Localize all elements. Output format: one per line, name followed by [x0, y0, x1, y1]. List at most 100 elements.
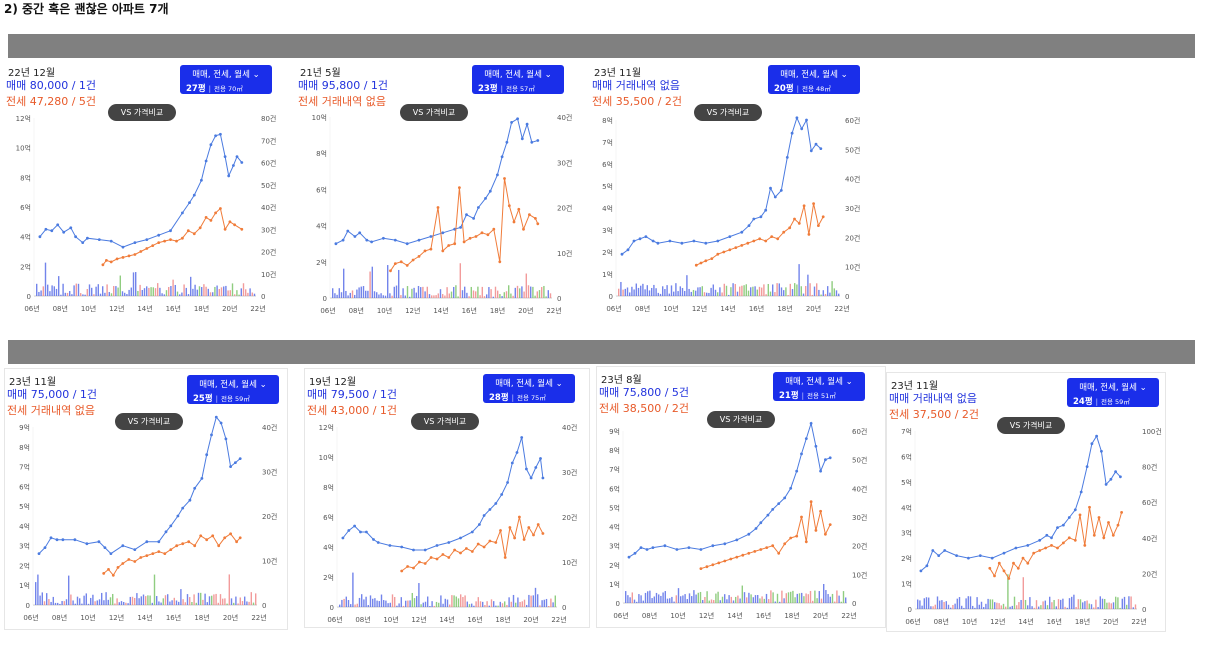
vs-price-compare-button[interactable]: VS 가격비교	[694, 104, 762, 121]
volume-bar	[1022, 577, 1024, 609]
data-point	[229, 465, 233, 468]
data-point	[536, 523, 540, 526]
volume-bar	[371, 266, 373, 298]
x-tick-label: 22년	[1131, 617, 1146, 626]
volume-bar	[185, 287, 187, 296]
volume-bar	[629, 292, 631, 296]
volume-bar	[94, 601, 96, 605]
data-point	[795, 534, 799, 538]
data-point	[151, 552, 155, 555]
volume-bar	[769, 291, 772, 296]
trade-type-size-selector[interactable]: 매매, 전세, 월세 ⌄ 24평 | 전용 59㎡	[1067, 378, 1159, 407]
volume-bar	[827, 286, 829, 296]
volume-bar	[787, 592, 790, 603]
volume-bar	[396, 605, 398, 607]
volume-bar	[642, 283, 644, 296]
volume-bar	[930, 606, 932, 609]
vs-price-compare-button[interactable]: VS 가격비교	[115, 413, 183, 430]
data-point	[97, 238, 101, 242]
data-point	[441, 553, 445, 556]
volume-bar	[644, 289, 646, 296]
y-left-tick-label: 6억	[323, 514, 334, 522]
volume-bar	[499, 601, 501, 607]
volume-bar	[252, 602, 255, 605]
volume-bar	[505, 291, 508, 298]
volume-bar	[767, 283, 769, 296]
data-point	[819, 147, 823, 150]
y-right-tick-label: 10건	[562, 558, 577, 567]
volume-bar	[132, 272, 135, 296]
volume-bar	[115, 286, 117, 296]
x-tick-label: 14년	[433, 306, 448, 315]
x-tick-label: 06년	[613, 611, 628, 620]
data-point	[759, 548, 763, 551]
data-point	[192, 232, 196, 236]
volume-bar	[250, 592, 252, 605]
trade-type-label: 매매, 전세, 월세 ⌄	[1079, 383, 1147, 393]
y-left-tick-label: 4억	[602, 205, 613, 213]
volume-bar	[72, 600, 74, 605]
volume-bar	[818, 591, 820, 603]
data-point	[699, 548, 703, 551]
data-point	[785, 156, 789, 159]
volume-bar	[195, 602, 197, 605]
data-point	[37, 552, 41, 555]
data-point	[821, 215, 825, 219]
y-right-tick-label: 20건	[557, 204, 572, 213]
volume-bar	[435, 601, 438, 607]
volume-bar	[1115, 596, 1117, 609]
x-tick-label: 20년	[222, 304, 237, 313]
volume-bar	[233, 602, 235, 605]
trade-type-size-selector[interactable]: 매매, 전세, 월세 ⌄ 23평 | 전용 57㎡	[472, 65, 564, 94]
volume-bar	[129, 596, 131, 605]
data-point	[783, 542, 787, 546]
volume-bar	[486, 294, 488, 298]
volume-bar	[651, 287, 653, 296]
volume-bar	[809, 283, 811, 296]
x-tick-label: 18년	[490, 306, 505, 315]
volume-bar	[774, 292, 776, 296]
trade-type-size-selector[interactable]: 매매, 전세, 월세 ⌄ 21평 | 전용 51㎡	[773, 372, 865, 401]
trade-type-size-selector[interactable]: 매매, 전세, 월세 ⌄ 28평 | 전용 75㎡	[483, 374, 575, 403]
data-point	[753, 550, 757, 553]
volume-bar	[354, 294, 356, 298]
volume-bar	[431, 295, 433, 298]
latest-trade-date: 22년 12월	[8, 68, 56, 79]
data-point	[710, 257, 714, 260]
x-tick-label: 18년	[777, 304, 792, 313]
data-point	[353, 524, 356, 528]
vs-price-compare-button[interactable]: VS 가격비교	[707, 411, 775, 428]
chevron-down-icon: ⌄	[840, 70, 848, 80]
data-point	[515, 451, 519, 454]
chevron-down-icon: ⌄	[259, 380, 267, 390]
volume-bar	[845, 597, 847, 603]
volume-bar	[387, 265, 389, 298]
sale-price-line	[38, 416, 241, 555]
data-point	[814, 142, 818, 146]
data-point	[382, 236, 385, 240]
volume-bar	[495, 605, 497, 607]
data-point	[429, 247, 433, 251]
volume-bar	[732, 283, 734, 296]
x-tick-label: 10년	[81, 304, 96, 313]
vs-price-compare-button[interactable]: VS 가격비교	[411, 413, 479, 430]
data-point	[771, 508, 775, 511]
volume-bar	[1119, 607, 1121, 609]
volume-bar	[765, 593, 768, 603]
data-point	[353, 235, 357, 238]
trade-type-size-selector[interactable]: 매매, 전세, 월세 ⌄ 20평 | 전용 48㎡	[768, 65, 860, 94]
volume-bar	[735, 596, 737, 603]
volume-bar	[1002, 603, 1005, 609]
vs-price-compare-button[interactable]: VS 가격비교	[400, 104, 468, 121]
volume-bar	[670, 285, 673, 296]
vs-price-compare-button[interactable]: VS 가격비교	[108, 104, 176, 121]
vs-price-compare-button[interactable]: VS 가격비교	[997, 417, 1065, 434]
volume-bar	[746, 597, 748, 603]
x-tick-label: 18년	[194, 613, 209, 622]
trade-type-size-selector[interactable]: 매매, 전세, 월세 ⌄ 27평 | 전용 70㎡	[180, 65, 272, 94]
data-point	[238, 457, 242, 460]
trade-type-size-selector[interactable]: 매매, 전세, 월세 ⌄ 25평 | 전용 59㎡	[187, 375, 279, 404]
data-point	[814, 444, 818, 448]
data-point	[711, 544, 715, 548]
y-left-tick-label: 2억	[316, 259, 327, 267]
